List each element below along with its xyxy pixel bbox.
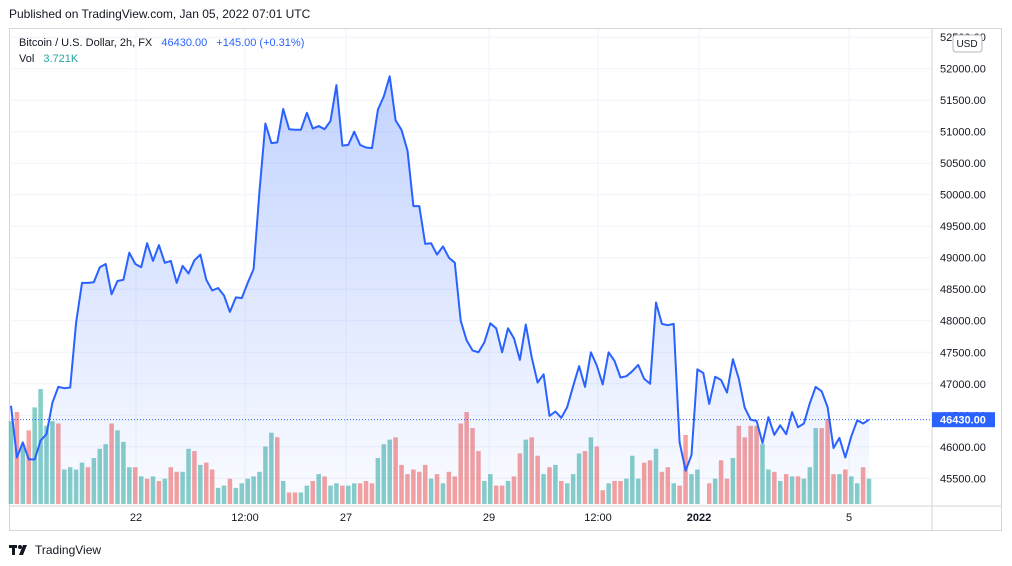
- price-area: [10, 75, 870, 507]
- legend-volume: Vol 3.721K: [19, 53, 79, 65]
- price-line: [10, 75, 870, 472]
- vol-value: 3.721K: [43, 53, 79, 65]
- currency-label[interactable]: USD: [956, 39, 977, 50]
- currency-button-box[interactable]: [952, 34, 983, 53]
- y-tick-label: 50500.00: [940, 158, 986, 170]
- x-tick-label: 2022: [687, 512, 711, 524]
- x-tick-label: 12:00: [584, 512, 612, 524]
- y-tick-label: 47000.00: [940, 379, 986, 391]
- y-tick-label: 46000.00: [940, 442, 986, 454]
- y-tick-label: 52000.00: [940, 64, 986, 76]
- legend-change: +145.00 (+0.31%): [216, 37, 304, 49]
- y-tick-label: 51500.00: [940, 95, 986, 107]
- y-tick-label: 51000.00: [940, 127, 986, 139]
- y-tick-label: 49500.00: [940, 221, 986, 233]
- legend-symbol: Bitcoin / U.S. Dollar, 2h, FX 46430.00 +…: [19, 37, 304, 49]
- footer-brand: TradingView: [35, 543, 102, 557]
- y-tick-label: 47500.00: [940, 347, 986, 359]
- x-tick-label: 22: [130, 512, 142, 524]
- x-tick-label: 5: [846, 512, 852, 524]
- volume-bar: [32, 407, 37, 504]
- x-tick-label: 12:00: [231, 512, 259, 524]
- y-tick-label: 50000.00: [940, 190, 986, 202]
- y-tick-label: 48500.00: [940, 284, 986, 296]
- y-tick-label: 49000.00: [940, 253, 986, 265]
- legend-price: 46430.00: [161, 37, 207, 49]
- symbol-label: Bitcoin / U.S. Dollar, 2h, FX: [19, 37, 153, 49]
- x-tick-label: 27: [340, 512, 352, 524]
- vol-label: Vol: [19, 53, 34, 65]
- last-price-tag: 46430.00: [932, 412, 995, 428]
- chart-frame: [9, 28, 1002, 531]
- published-note: Published on TradingView.com, Jan 05, 20…: [9, 7, 311, 21]
- last-price-label: 46430.00: [940, 415, 986, 427]
- y-tick-label: 48000.00: [940, 316, 986, 328]
- price-area-fill: [11, 76, 869, 507]
- header-bar: Published on TradingView.com, Jan 05, 20…: [0, 0, 1012, 28]
- y-tick-label: 45500.00: [940, 473, 986, 485]
- tradingview-logo-icon: [9, 545, 27, 555]
- x-tick-label: 29: [483, 512, 495, 524]
- last-price-tag-box: [932, 412, 995, 428]
- currency-button[interactable]: USD: [952, 34, 983, 53]
- footer: TradingView: [9, 540, 101, 560]
